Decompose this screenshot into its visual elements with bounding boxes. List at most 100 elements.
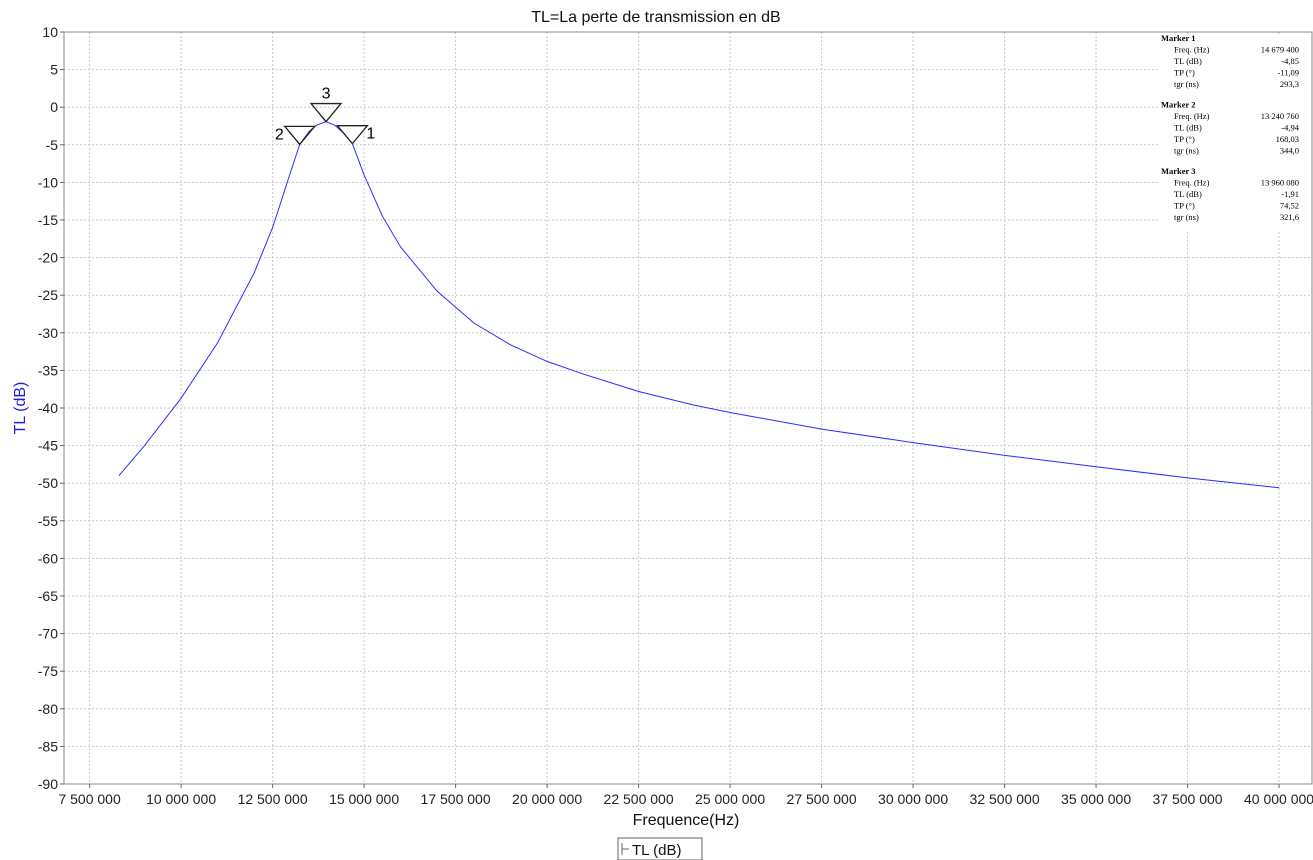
marker-field-label: TL (dB) (1174, 123, 1202, 133)
grid (64, 31, 1312, 785)
marker-field-value: 13 960 080 (1261, 178, 1299, 188)
data-point (1004, 455, 1005, 456)
marker-header: Marker 1 (1161, 33, 1196, 43)
marker-triangle (309, 102, 343, 123)
data-point (510, 344, 511, 345)
y-tick-label: -90 (38, 776, 58, 792)
marker-field-label: Freq. (Hz) (1174, 45, 1210, 55)
y-tick-label: -70 (38, 626, 58, 642)
marker-field-label: TP (°) (1174, 68, 1195, 78)
data-point (473, 322, 474, 323)
y-tick-label: -65 (38, 588, 58, 604)
x-tick-label: 10 000 000 (146, 791, 216, 807)
x-tick-label: 7 500 000 (58, 791, 120, 807)
y-tick-label: -85 (38, 738, 58, 754)
data-point (437, 291, 438, 292)
series-layer (118, 121, 1280, 489)
marker-header: Marker 2 (1161, 100, 1196, 110)
x-tick-label: 27 500 000 (787, 791, 857, 807)
y-tick-label: -75 (38, 663, 58, 679)
marker-field-value: 14 679 400 (1261, 45, 1299, 55)
marker-readout-panel: Marker 1 Freq. (Hz) 14 679 400 TL (dB) -4,85… (1158, 33, 1310, 230)
x-tick-label: 22 500 000 (604, 791, 674, 807)
x-tick-label: 15 000 000 (329, 791, 399, 807)
data-point (181, 398, 182, 399)
y-tick-label: -60 (38, 550, 58, 566)
data-point (364, 174, 365, 175)
data-point (272, 227, 273, 228)
data-point (144, 445, 145, 446)
data-point (334, 125, 335, 126)
y-tick-label: -40 (38, 400, 58, 416)
chart-title: TL=La perte de transmission en dB (531, 9, 780, 26)
y-tick-label: -80 (38, 701, 58, 717)
marker-triangle (283, 125, 317, 146)
marker-field-value: 321,6 (1280, 212, 1299, 222)
data-point (547, 361, 548, 362)
data-point (1279, 487, 1280, 488)
y-tick-label: -35 (38, 362, 58, 378)
y-tick-label: -45 (38, 438, 58, 454)
marker-header: Marker 3 (1161, 166, 1196, 176)
data-point (382, 216, 383, 217)
marker-field-value: 344,0 (1280, 146, 1299, 156)
axis-ticks: 10 5 0 -5 -10 -15 -20 -25 -30 -35 -40 -45 -50 -55 -60 -… (38, 24, 1313, 807)
x-tick-label: 25 000 000 (695, 791, 765, 807)
data-point (217, 342, 218, 343)
data-point (583, 374, 584, 375)
marker-number-label: 3 (322, 86, 331, 103)
x-tick-label: 35 000 000 (1061, 791, 1131, 807)
y-axis-label: TL (dB) (12, 382, 29, 435)
y-tick-label: -10 (38, 174, 58, 190)
data-point (913, 442, 914, 443)
y-tick-label: -5 (46, 137, 59, 153)
marker-field-label: TP (°) (1174, 201, 1195, 211)
legend-box (617, 837, 703, 860)
y-tick-label: 0 (50, 99, 58, 115)
data-point (400, 247, 401, 248)
marker-field-label: tgr (ns) (1174, 212, 1199, 222)
marker-field-value: 13 240 760 (1261, 111, 1299, 121)
x-axis-label: Frequence(Hz) (633, 812, 740, 829)
marker-triangle (335, 125, 369, 145)
y-tick-label: -15 (38, 212, 58, 228)
marker-field-label: TL (dB) (1174, 56, 1202, 66)
data-point (693, 404, 694, 405)
y-tick-label: -30 (38, 325, 58, 341)
marker-field-label: tgr (ns) (1174, 146, 1199, 156)
marker-field-label: Freq. (Hz) (1174, 111, 1210, 121)
marker-field-value: 293,3 (1280, 79, 1299, 89)
x-tick-label: 17 500 000 (421, 791, 491, 807)
legend-entry: TL (dB) (632, 842, 681, 859)
y-tick-label: -55 (38, 513, 58, 529)
marker-field-label: TL (dB) (1174, 189, 1202, 199)
marker-field-value: 74,52 (1280, 201, 1299, 211)
data-point (821, 429, 822, 430)
series-line (118, 121, 1280, 489)
data-point (316, 125, 317, 126)
marker-field-value: -1,91 (1281, 189, 1299, 199)
marker-panel-bg (1158, 34, 1310, 230)
marker-field-label: Freq. (Hz) (1174, 178, 1210, 188)
data-point (730, 412, 731, 413)
marker-field-value: -4,85 (1281, 56, 1299, 66)
marker-field-value: -11,09 (1277, 68, 1299, 78)
marker-field-value: 168,03 (1276, 134, 1299, 144)
data-point (290, 171, 291, 172)
legend: TL (dB) (617, 837, 703, 860)
data-point (1187, 477, 1188, 478)
marker-number-label: 1 (366, 126, 375, 143)
x-tick-label: 37 500 000 (1153, 791, 1223, 807)
x-tick-label: 30 000 000 (878, 791, 948, 807)
marker-field-label: tgr (ns) (1174, 79, 1199, 89)
y-tick-label: -25 (38, 287, 58, 303)
marker-layer: 1 2 3 (275, 86, 375, 146)
data-point (118, 475, 119, 476)
x-tick-label: 12 500 000 (238, 791, 308, 807)
y-tick-label: -50 (38, 475, 58, 491)
x-tick-label: 32 500 000 (970, 791, 1040, 807)
x-tick-label: 20 000 000 (512, 791, 582, 807)
data-point (254, 272, 255, 273)
marker-field-value: -4,94 (1281, 123, 1299, 133)
